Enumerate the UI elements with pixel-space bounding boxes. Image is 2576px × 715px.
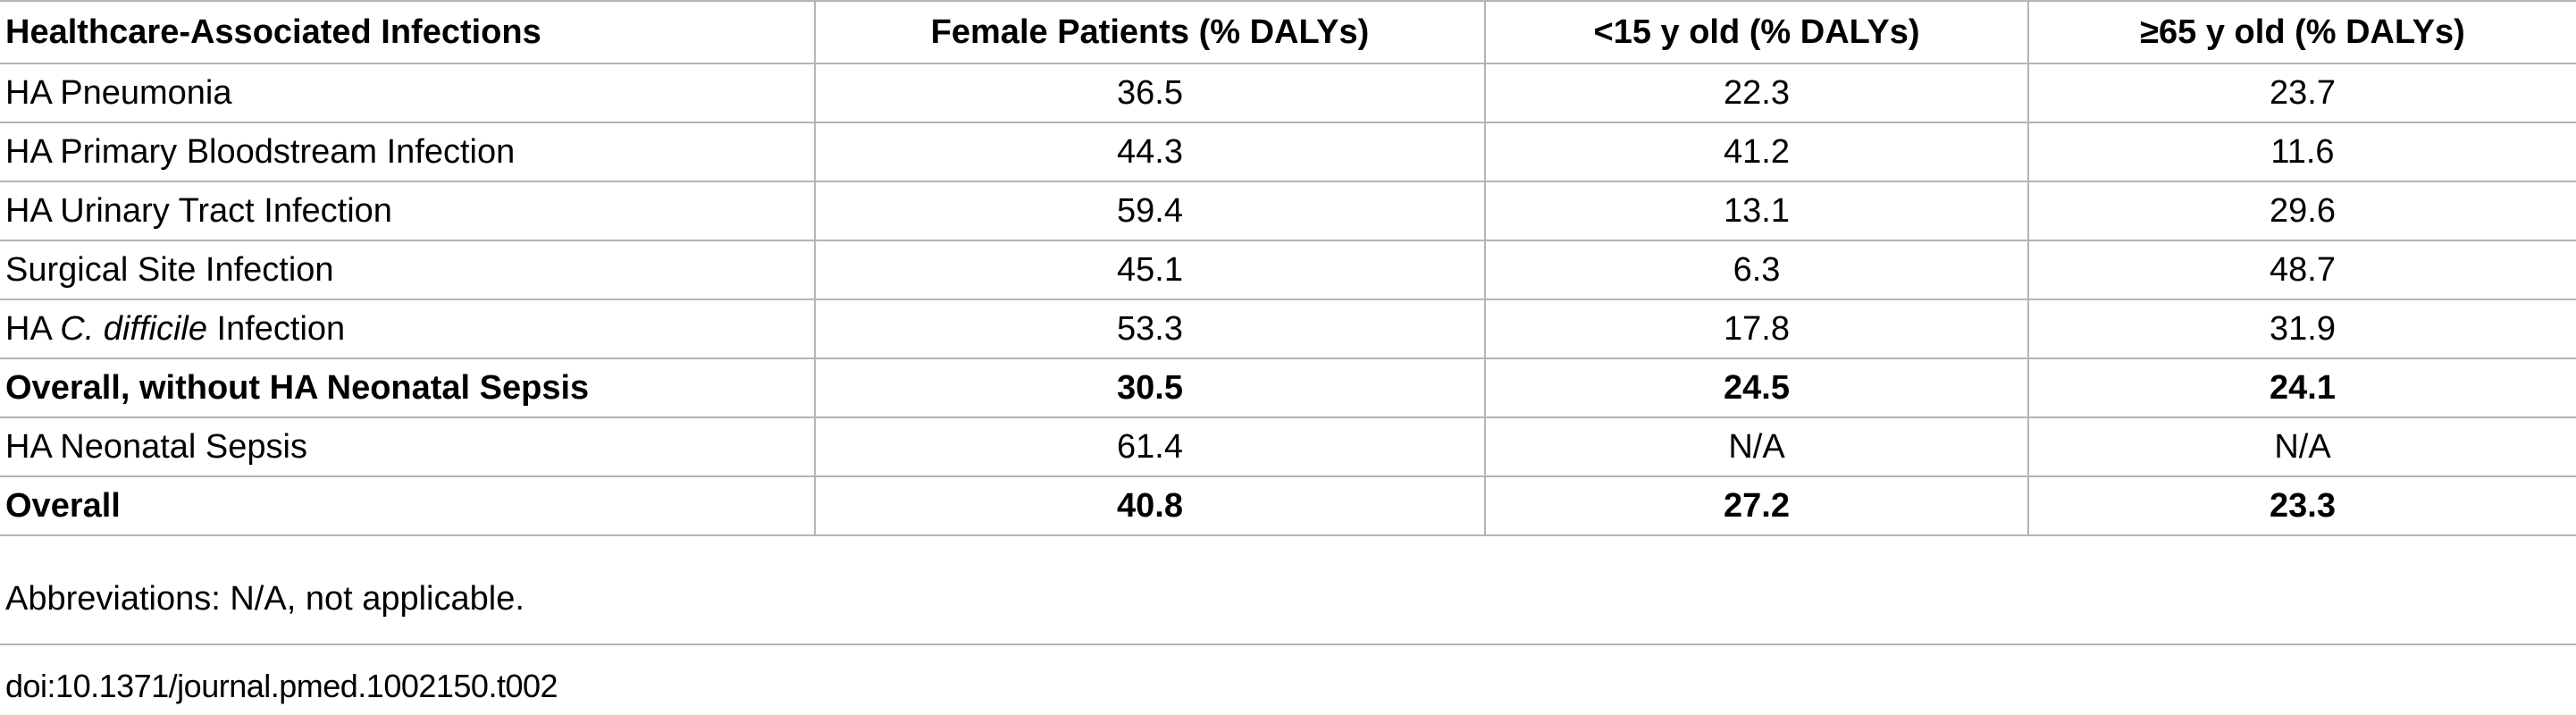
table-header: Healthcare-Associated Infections Female …	[0, 0, 2576, 64]
table-body: HA Pneumonia 36.5 22.3 23.7 HA Primary Blood…	[0, 63, 2576, 536]
infection-name-suffix: Infection	[206, 310, 346, 348]
infection-name-text: HA Pneumonia	[5, 74, 232, 112]
row-infection-name: HA Primary Bloodstream Infection	[0, 122, 815, 182]
row-infection-name: Surgical Site Infection	[0, 240, 815, 300]
table-row: HA Pneumonia 36.5 22.3 23.7	[0, 63, 2576, 123]
table-row: HA C. difficile Infection 53.3 17.8 31.9	[0, 299, 2576, 359]
cell-over65: 23.3	[2027, 476, 2576, 536]
cell-female: 36.5	[814, 63, 1485, 123]
row-infection-name: Overall	[0, 476, 815, 536]
cell-female: 44.3	[814, 122, 1485, 182]
cell-under15: 41.2	[1484, 122, 2028, 182]
table-row: HA Primary Bloodstream Infection 44.3 41.2…	[0, 122, 2576, 182]
table-row: Overall, without HA Neonatal Sepsis 30.5 2…	[0, 358, 2576, 418]
row-infection-name: HA Urinary Tract Infection	[0, 181, 815, 241]
infection-name-text: HA Urinary Tract Infection	[5, 192, 392, 230]
header-over65: ≥65 y old (% DALYs)	[2027, 0, 2576, 64]
cell-over65: 48.7	[2027, 240, 2576, 300]
infection-name-text: Surgical Site Infection	[5, 251, 334, 289]
cell-under15: 22.3	[1484, 63, 2028, 123]
cell-under15: 27.2	[1484, 476, 2028, 536]
cell-over65: 24.1	[2027, 358, 2576, 418]
table-row: HA Neonatal Sepsis 61.4 N/A N/A	[0, 417, 2576, 477]
cell-over65: 31.9	[2027, 299, 2576, 359]
cell-female: 53.3	[814, 299, 1485, 359]
dalys-table: Healthcare-Associated Infections Female …	[0, 0, 2576, 536]
cell-under15: 24.5	[1484, 358, 2028, 418]
table-row: Overall 40.8 27.2 23.3	[0, 476, 2576, 536]
infection-name-text: HA Neonatal Sepsis	[5, 428, 307, 466]
infection-name-italic: C. difficile	[60, 310, 207, 348]
cell-female: 59.4	[814, 181, 1485, 241]
cell-under15: 17.8	[1484, 299, 2028, 359]
cell-over65: N/A	[2027, 417, 2576, 477]
cell-over65: 11.6	[2027, 122, 2576, 182]
infection-name-text: HA	[5, 310, 61, 348]
footer-divider	[0, 644, 2576, 645]
table-row: Surgical Site Infection 45.1 6.3 48.7	[0, 240, 2576, 300]
infection-name-text: Overall	[5, 487, 121, 525]
cell-over65: 29.6	[2027, 181, 2576, 241]
cell-under15: 13.1	[1484, 181, 2028, 241]
cell-female: 61.4	[814, 417, 1485, 477]
infection-name-text: Overall, without HA Neonatal Sepsis	[5, 369, 590, 407]
cell-over65: 23.7	[2027, 63, 2576, 123]
header-under15: <15 y old (% DALYs)	[1484, 0, 2028, 64]
header-row: Healthcare-Associated Infections Female …	[0, 0, 2576, 64]
table-footnote: Abbreviations: N/A, not applicable.	[5, 580, 524, 618]
cell-female: 45.1	[814, 240, 1485, 300]
row-infection-name: HA Neonatal Sepsis	[0, 417, 815, 477]
row-infection-name: HA C. difficile Infection	[0, 299, 815, 359]
doi-link[interactable]: doi:10.1371/journal.pmed.1002150.t002	[5, 668, 558, 704]
data-table-container: Healthcare-Associated Infections Female …	[0, 0, 2576, 536]
cell-female: 40.8	[814, 476, 1485, 536]
infection-name-text: HA Primary Bloodstream Infection	[5, 133, 516, 171]
header-infection: Healthcare-Associated Infections	[0, 0, 815, 64]
header-female: Female Patients (% DALYs)	[814, 0, 1485, 64]
row-infection-name: Overall, without HA Neonatal Sepsis	[0, 358, 815, 418]
table-row: HA Urinary Tract Infection 59.4 13.1 29.6	[0, 181, 2576, 241]
row-infection-name: HA Pneumonia	[0, 63, 815, 123]
cell-under15: N/A	[1484, 417, 2028, 477]
cell-under15: 6.3	[1484, 240, 2028, 300]
cell-female: 30.5	[814, 358, 1485, 418]
